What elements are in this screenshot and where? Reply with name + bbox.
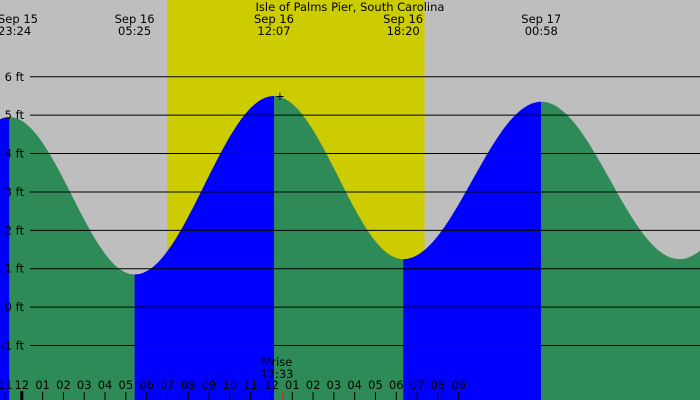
extreme-time-label: 23:24 xyxy=(0,24,31,38)
hour-tick-labels: 11 12 01 02 03 04 05 06 07 08 09 10 11 12 01 02 03 04 05 06… xyxy=(0,378,466,392)
hour-tick-label: 11 xyxy=(0,378,13,392)
y-tick-label: 3 ft xyxy=(5,185,25,199)
hour-tick-label: 09 xyxy=(202,378,217,392)
hour-tick-label: 04 xyxy=(98,378,113,392)
rising-tide-area xyxy=(0,117,10,400)
tide-areas xyxy=(0,96,700,400)
falling-tide-area xyxy=(541,101,700,400)
y-tick-label: 0 ft xyxy=(5,300,25,314)
hour-tick-label: 06 xyxy=(139,378,154,392)
y-tick-label: 6 ft xyxy=(5,70,25,84)
rising-tide-area xyxy=(403,101,542,400)
y-tick-label: 1 ft xyxy=(5,262,25,276)
hour-tick-label: 11 xyxy=(243,378,258,392)
hour-tick-label: 08 xyxy=(431,378,446,392)
extreme-date-label: Sep 16 xyxy=(115,12,155,26)
hour-tick-label: 01 xyxy=(285,378,300,392)
falling-tide-area xyxy=(274,96,404,400)
peak-marker: + xyxy=(275,89,285,103)
hour-tick-label: 02 xyxy=(306,378,321,392)
extreme-date-label: Sep 17 xyxy=(521,12,561,26)
hour-tick-label: 06 xyxy=(389,378,404,392)
gridlines xyxy=(30,76,700,346)
extreme-date-label: Sep 16 xyxy=(254,12,294,26)
hour-tick-label: 03 xyxy=(77,378,92,392)
extreme-date-label: Sep 15 xyxy=(0,12,38,26)
moonrise-time: 12:33 xyxy=(260,367,293,381)
x-axis-ticks xyxy=(4,391,460,400)
y-axis-labels: 6 ft 5 ft 4 ft 3 ft 2 ft 1 ft 0 ft -1 ft xyxy=(1,70,25,353)
chart-title: Isle of Palms Pier, South Carolina xyxy=(256,0,445,14)
hour-tick-label: 01 xyxy=(35,378,50,392)
extreme-date-label: Sep 16 xyxy=(383,12,423,26)
hour-tick-label: 12 xyxy=(264,378,279,392)
hour-tick-label: 05 xyxy=(119,378,134,392)
hour-tick-label: 09 xyxy=(451,378,466,392)
hour-tick-label: 07 xyxy=(160,378,175,392)
extreme-time-label: 18:20 xyxy=(387,24,420,38)
y-tick-label: -1 ft xyxy=(1,338,25,352)
hour-tick-label: 04 xyxy=(347,378,362,392)
rising-tide-area xyxy=(134,96,274,400)
y-tick-label: 4 ft xyxy=(5,147,25,161)
hour-tick-label: 12 xyxy=(15,378,30,392)
moonrise-label: Mrise xyxy=(261,355,292,369)
extreme-time-label: 12:07 xyxy=(257,24,290,38)
extreme-time-label: 00:58 xyxy=(525,24,558,38)
falling-tide-area xyxy=(9,117,135,400)
y-tick-label: 2 ft xyxy=(5,223,25,237)
y-tick-label: 5 ft xyxy=(5,108,25,122)
hour-tick-label: 10 xyxy=(223,378,238,392)
hour-tick-label: 05 xyxy=(368,378,383,392)
extreme-time-label: 05:25 xyxy=(118,24,151,38)
hour-tick-label: 08 xyxy=(181,378,196,392)
hour-tick-label: 07 xyxy=(410,378,425,392)
hour-tick-label: 03 xyxy=(327,378,342,392)
hour-tick-label: 02 xyxy=(56,378,71,392)
